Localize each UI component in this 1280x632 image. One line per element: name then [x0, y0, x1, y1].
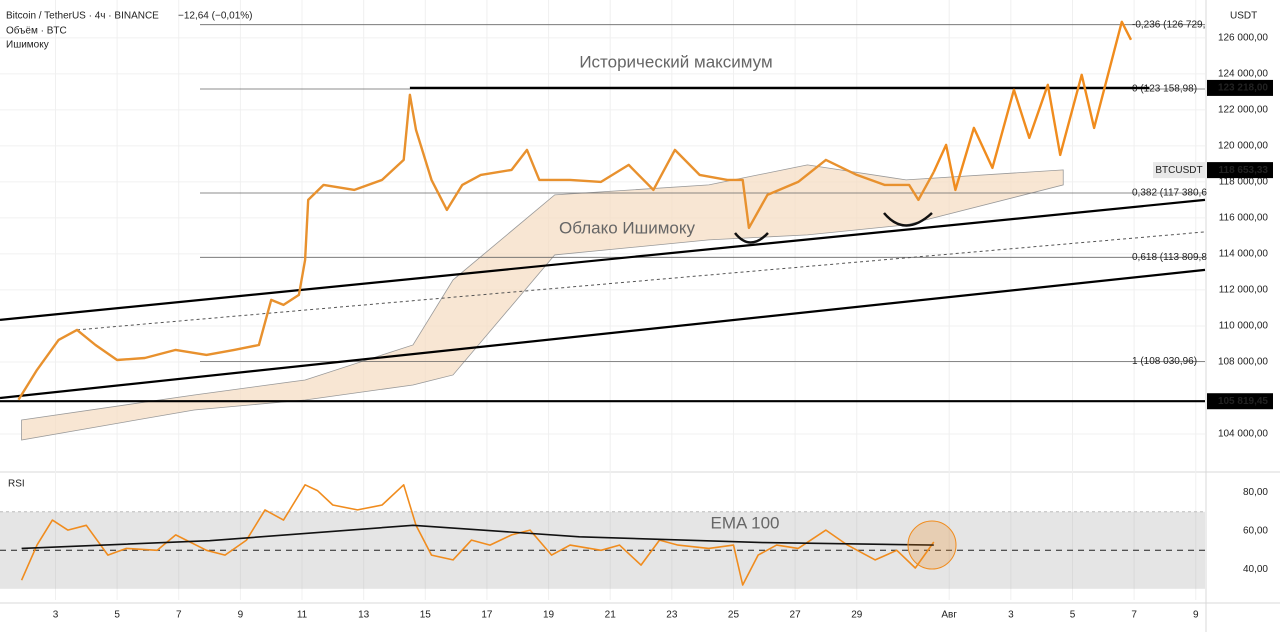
x-tick-label: 23: [666, 610, 678, 621]
y-tick-label: 126 000,00: [1218, 32, 1268, 43]
x-tick-label: 3: [1008, 610, 1014, 621]
series-line: [932, 20, 1133, 192]
pattern-arc: [883, 212, 933, 227]
trend-line: [0, 198, 1206, 321]
x-tick-label: 7: [176, 610, 182, 621]
x-tick-label: 21: [605, 610, 617, 621]
x-tick-label: 15: [420, 610, 432, 621]
fib-label: 1 (108 030,96): [1132, 356, 1197, 367]
fib-label: -0,236 (126 729,: [1132, 19, 1205, 30]
price-badge: [1207, 393, 1273, 410]
trend-line: [0, 268, 1206, 400]
x-tick-label: 13: [358, 610, 370, 621]
x-tick-label: 5: [1070, 610, 1076, 621]
y-tick-label: 60,00: [1243, 526, 1268, 537]
indicator-label: Ишимоку: [6, 40, 49, 51]
x-tick-label: 29: [851, 610, 863, 621]
series-line: [21, 524, 934, 550]
pattern-arc: [734, 232, 769, 244]
x-tick-label: 9: [1193, 610, 1199, 621]
x-tick-label: 11: [297, 610, 308, 621]
x-tick-label: 7: [1131, 610, 1137, 621]
plot-layer: 3 5 7 9 11 13 15 17 19 21 23 25 27 29 Авг 3 5 7 9 104 000,0…: [0, 0, 1273, 621]
y-tick-label: 122 000,00: [1218, 104, 1268, 115]
x-tick-label: 17: [481, 610, 493, 621]
y-tick-label: 80,00: [1243, 487, 1268, 498]
y-tick-label: 104 000,00: [1218, 429, 1268, 440]
y-tick-label: 118 000,00: [1219, 177, 1269, 188]
chart-title: Bitcoin / TetherUS · 4ч · BINANCE: [6, 11, 159, 22]
price-change: −12,64 (−0,01%): [178, 11, 253, 22]
annotation: Исторический максимум: [579, 52, 772, 71]
annotation: Облако Ишимоку: [559, 218, 696, 237]
x-tick-label: 9: [238, 610, 244, 621]
price-badge: [1207, 79, 1273, 96]
symbol-badge: [1153, 162, 1205, 179]
x-tick-label: Авг: [941, 610, 957, 621]
fib-label: 0 (123 158,98): [1132, 84, 1197, 95]
y-tick-label: 124 000,00: [1218, 68, 1268, 79]
pane-title: RSI: [8, 479, 25, 490]
ichimoku-cloud: [21, 164, 1064, 441]
trend-line: [76, 231, 1206, 331]
y-tick-label: 108 000,00: [1218, 357, 1268, 368]
highlight-circle: [907, 520, 957, 570]
x-tick-label: 3: [53, 610, 59, 621]
indicator-label: Объём · BTC: [6, 25, 67, 37]
y-tick-label: 120 000,00: [1218, 141, 1268, 152]
x-tick-label: 19: [543, 610, 555, 621]
fib-label: 0,382 (117 380,6: [1132, 188, 1207, 199]
annotation: EMA 100: [711, 513, 780, 532]
y-tick-label: 114 000,00: [1219, 249, 1269, 260]
price-badge-label: 123 218,00: [1218, 83, 1268, 94]
x-tick-label: 25: [728, 610, 740, 621]
currency-label: USDT: [1230, 11, 1257, 22]
x-tick-label: 5: [114, 610, 120, 621]
y-tick-label: 110 000,00: [1219, 321, 1269, 332]
price-badge-label: 105 819,45: [1218, 396, 1268, 407]
symbol-badge-label: BTCUSDT: [1155, 165, 1202, 176]
series-line: [17, 93, 935, 401]
price-badge-label: 118 653,33: [1219, 165, 1269, 176]
x-tick-label: 27: [790, 610, 802, 621]
fib-label: 0,618 (113 809,8: [1132, 252, 1207, 263]
y-tick-label: 116 000,00: [1219, 213, 1269, 224]
price-badge: [1207, 162, 1273, 179]
y-tick-label: 112 000,00: [1219, 285, 1269, 296]
y-tick-label: 40,00: [1243, 564, 1268, 575]
